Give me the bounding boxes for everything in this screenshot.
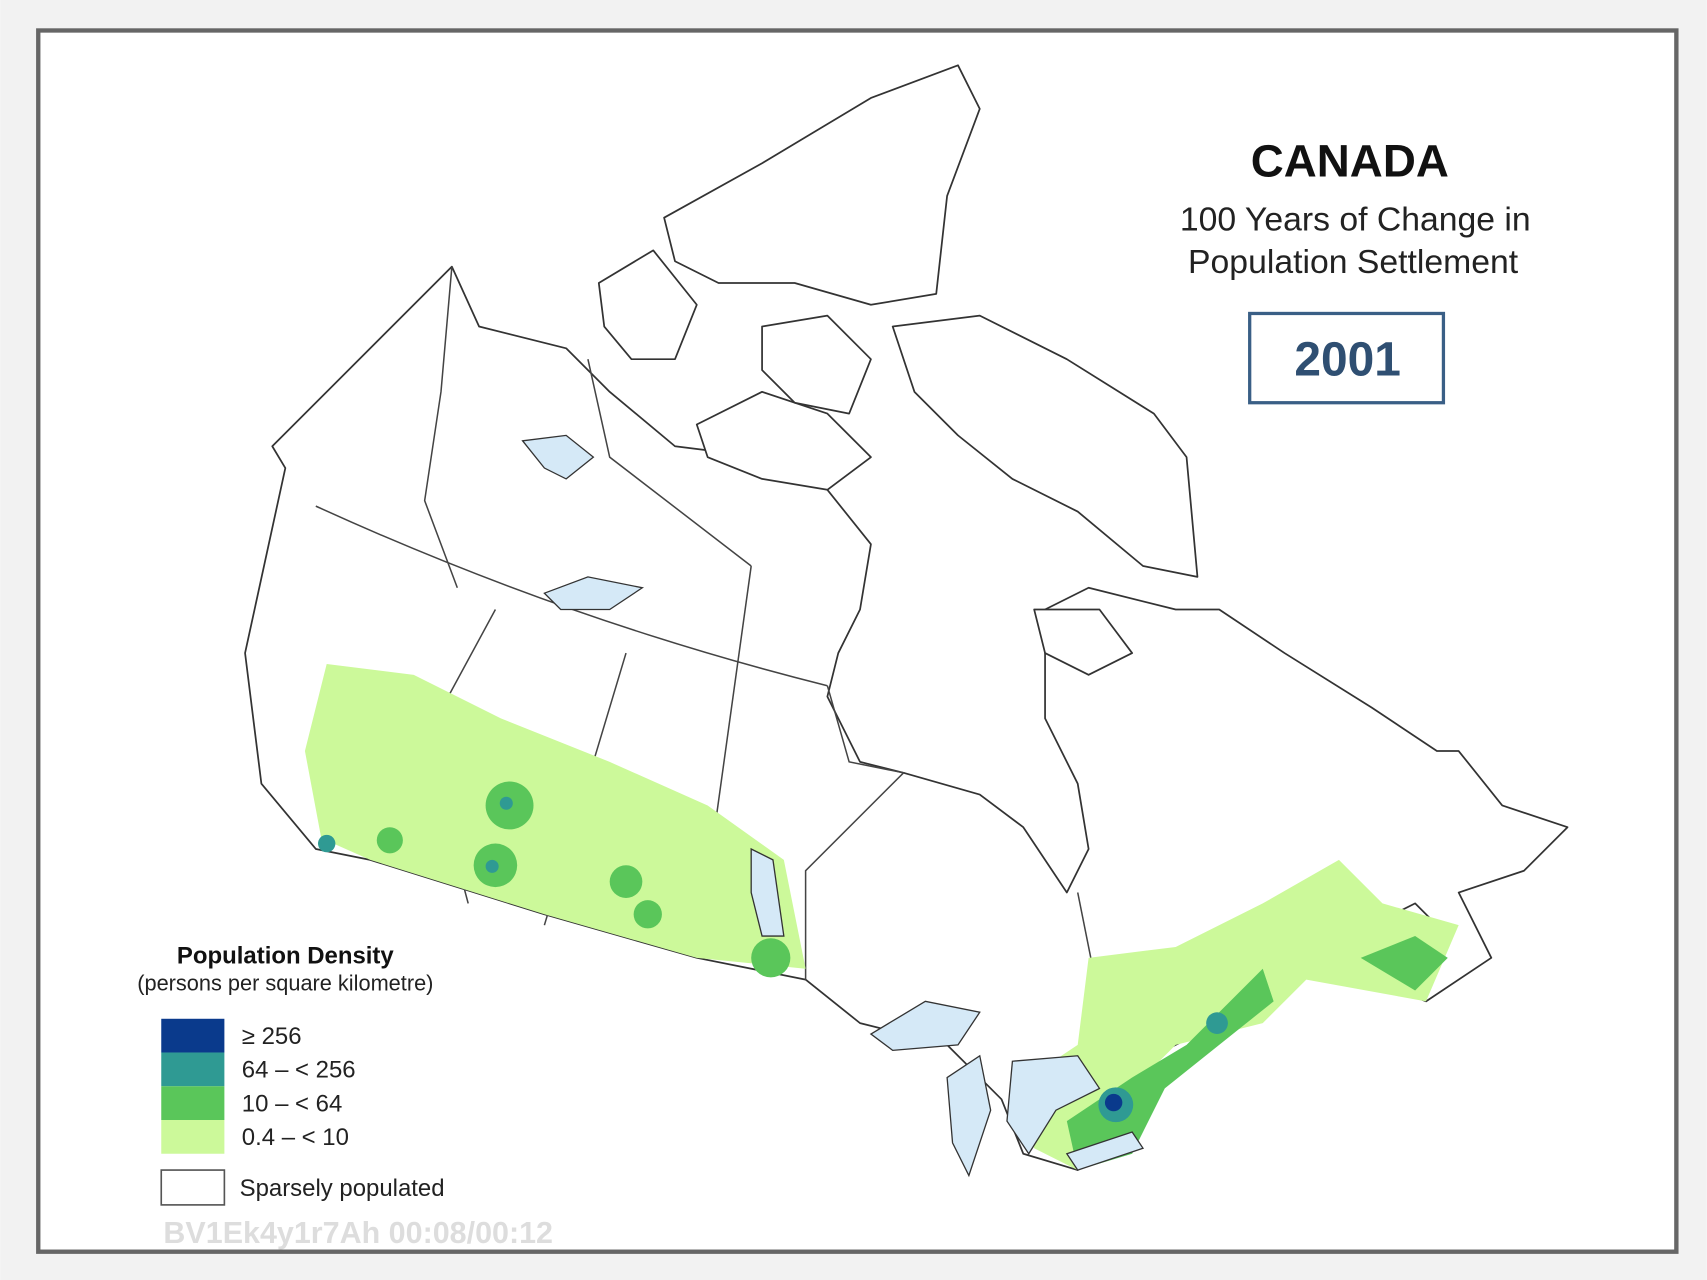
legend-swatch (161, 1018, 225, 1053)
legend-label: ≥ 256 (242, 1023, 302, 1050)
lakes (521, 434, 1145, 1178)
watermark: BV1Ek4y1r7Ah 00:08/00:12 (163, 1216, 553, 1250)
legend-swatch (161, 1086, 225, 1120)
year: 2001 (1294, 334, 1401, 387)
subtitle: 100 Years of Change in (1180, 201, 1531, 239)
year-box (1248, 311, 1446, 405)
legend-label: Sparsely populated (240, 1175, 445, 1202)
legend-swatch (161, 1120, 225, 1154)
title-block: CANADA 100 Years of Change in Population… (1180, 135, 1531, 405)
legend-swatch (161, 1052, 225, 1087)
legend-label: 10 – < 64 (242, 1090, 343, 1117)
legend-swatch (160, 1169, 226, 1206)
legend-title: Population Density (177, 942, 394, 969)
population-areas (304, 663, 1459, 1171)
subtitle: Population Settlement (1188, 243, 1519, 281)
legend: Population Density (persons per square k… (137, 942, 445, 1206)
title: CANADA (1251, 135, 1449, 186)
legend-label: 0.4 – < 10 (242, 1124, 349, 1151)
legend-label: 64 – < 256 (242, 1057, 356, 1084)
legend-subtitle: (persons per square kilometre) (137, 970, 433, 995)
